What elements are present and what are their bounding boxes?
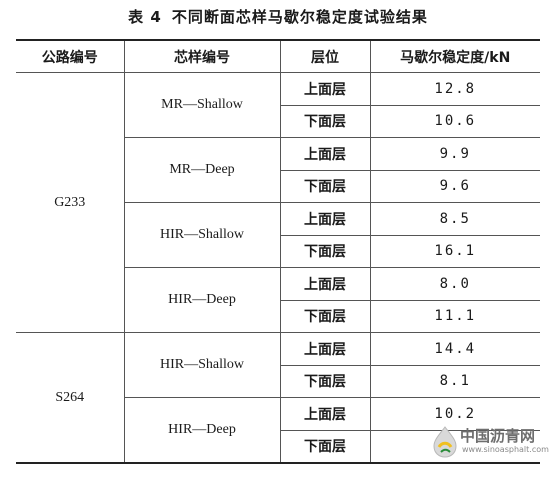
header-row: 公路编号 芯样编号 层位 马歇尔稳定度/kN	[16, 39, 540, 73]
table-row: HIR—Deep 上面层 10.2	[16, 397, 540, 464]
table-title: 不同断面芯样马歇尔稳定度试验结果	[171, 8, 428, 26]
stability-table: 公路编号 芯样编号 层位 马歇尔稳定度/kN G233 MR—Shallow 上…	[16, 39, 540, 464]
layer-cell: 下面层	[280, 299, 371, 333]
table-row: 下面层 11.1	[16, 299, 540, 333]
layer-cell: 下面层	[280, 429, 371, 464]
watermark-text: 中国沥青网	[460, 427, 536, 445]
watermark: 中国沥青网 www.sinoasphalt.com	[430, 423, 550, 463]
value-cell: 8.1	[369, 364, 540, 398]
header-stability: 马歇尔稳定度/kN	[369, 39, 540, 73]
asphalt-logo-icon	[433, 426, 457, 458]
layer-cell: 上面层	[279, 202, 371, 236]
table-row: HIR—Deep 上面层 8.0	[16, 267, 540, 333]
table-row: 下面层 10.6	[16, 104, 540, 138]
value-cell: 14.4	[369, 332, 540, 366]
value-cell: 8.5	[369, 202, 540, 236]
layer-cell: 上面层	[279, 137, 371, 171]
header-layer: 层位	[279, 39, 371, 73]
sample-cell: HIR—Shallow	[124, 202, 281, 268]
table-row: G233 MR—Shallow 上面层 12.8	[16, 72, 540, 333]
road-cell: G233	[16, 72, 125, 333]
value-cell: 10.6	[369, 104, 540, 138]
value-cell: 11.1	[369, 299, 540, 333]
table-caption: 表 4 不同断面芯样马歇尔稳定度试验结果	[0, 6, 556, 27]
value-cell: 9.6	[369, 169, 540, 203]
table-row: 下面层 9.6	[16, 169, 540, 203]
sample-cell: MR—Deep	[124, 137, 281, 203]
layer-cell: 上面层	[279, 397, 371, 431]
road-cell: S264	[16, 332, 125, 464]
sample-cell: HIR—Shallow	[123, 332, 281, 398]
table-row: MR—Deep 上面层 9.9	[16, 137, 540, 203]
header-sample: 芯样编号	[123, 39, 281, 73]
table-row: S264 HIR—Shallow 上面层 14.4	[16, 332, 540, 464]
table-number: 表 4	[128, 8, 162, 26]
table-row: 下面层 16.1	[16, 234, 540, 268]
sample-cell: HIR—Deep	[124, 397, 281, 464]
table-row: 下面层	[16, 429, 540, 464]
value-cell: 12.8	[369, 72, 540, 106]
watermark-url: www.sinoasphalt.com	[462, 445, 549, 454]
value-cell: 16.1	[369, 234, 540, 268]
layer-cell: 上面层	[279, 267, 371, 301]
layer-cell: 下面层	[280, 104, 371, 138]
value-cell: 8.0	[369, 267, 540, 301]
sample-cell: HIR—Deep	[124, 267, 281, 333]
value-cell: 10.2	[369, 397, 540, 431]
layer-cell: 下面层	[280, 234, 371, 268]
layer-cell: 上面层	[279, 72, 371, 106]
layer-cell: 下面层	[280, 169, 371, 203]
table-row: 下面层 8.1	[16, 364, 540, 398]
sample-cell: MR—Shallow	[123, 72, 281, 138]
layer-cell: 下面层	[280, 364, 371, 398]
layer-cell: 上面层	[279, 332, 371, 366]
header-road: 公路编号	[16, 39, 125, 73]
value-cell: 9.9	[369, 137, 540, 171]
